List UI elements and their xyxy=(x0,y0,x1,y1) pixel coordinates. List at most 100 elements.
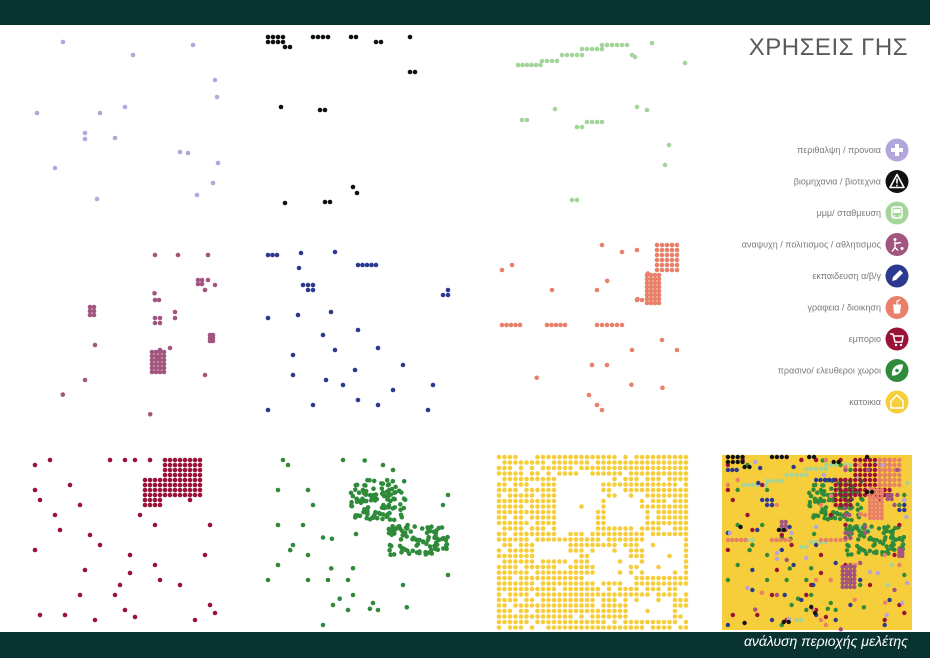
composite-dot-health xyxy=(804,555,809,561)
map-dot-commerce xyxy=(157,482,163,488)
composite-dot-leisure xyxy=(892,587,897,593)
map-dot-housing xyxy=(634,537,639,542)
map-dot-commerce xyxy=(162,477,168,483)
leaf-icon xyxy=(885,359,909,382)
map-dot-education xyxy=(369,262,374,268)
map-dot-commerce xyxy=(87,532,93,538)
map-dot-offices xyxy=(652,288,658,294)
composite-dot-education xyxy=(831,477,836,483)
composite-dot-housing xyxy=(906,570,911,575)
map-dot-commerce xyxy=(177,487,183,493)
map-dot-offices xyxy=(648,300,654,306)
map-dot-offices xyxy=(553,322,559,328)
composite-dot-transport xyxy=(794,617,799,623)
composite-dot-housing xyxy=(814,592,819,597)
map-dot-green xyxy=(305,552,311,558)
map-dot-green xyxy=(402,497,408,503)
bottom-bar xyxy=(0,632,930,658)
map-dot-housing xyxy=(601,625,606,630)
composite-dot-commerce xyxy=(853,467,858,473)
map-dot-housing xyxy=(502,619,507,625)
composite-dot-industry xyxy=(784,454,789,460)
composite-dot-housing xyxy=(744,526,749,531)
map-dot-leisure xyxy=(195,281,201,287)
composite-dot-housing xyxy=(728,504,733,509)
map-dot-commerce xyxy=(177,482,183,488)
composite-dot-housing xyxy=(906,553,911,559)
map-dot-housing xyxy=(518,531,524,537)
map-dot-transport xyxy=(574,124,580,130)
map-dot-housing xyxy=(507,498,513,504)
map-dot-housing xyxy=(612,460,617,465)
composite-dot-industry xyxy=(781,527,786,533)
map-dot-housing xyxy=(529,548,535,553)
map-dot-commerce xyxy=(127,570,133,576)
map-dot-housing xyxy=(579,460,584,465)
composite-dot-housing xyxy=(749,520,755,526)
composite-dot-housing xyxy=(787,586,792,592)
composite-dot-commerce xyxy=(853,457,858,463)
composite-dot-housing xyxy=(760,504,765,509)
map-dot-commerce xyxy=(192,472,198,478)
map-dot-education xyxy=(310,282,316,288)
map-dot-housing xyxy=(562,614,568,619)
map-dot-offices xyxy=(504,322,509,328)
map-dot-green xyxy=(356,490,362,496)
composite-dot-offices xyxy=(877,472,882,478)
composite-dot-housing xyxy=(755,542,760,548)
map-dot-housing xyxy=(661,581,667,586)
map-dot-housing xyxy=(540,465,546,471)
composite-dot-housing xyxy=(846,592,852,597)
composite-dot-housing xyxy=(814,625,819,630)
map-dot-housing xyxy=(628,493,634,498)
map-dot-housing xyxy=(518,592,524,597)
composite-dot-green xyxy=(890,528,895,533)
composite-dot-housing xyxy=(744,476,749,482)
map-dot-housing xyxy=(568,603,573,608)
composite-dot-housing xyxy=(765,509,771,515)
map-dot-housing xyxy=(507,619,513,625)
composite-dot-housing xyxy=(776,465,782,471)
composite-dot-housing xyxy=(879,625,884,630)
composite-dot-leisure xyxy=(840,572,845,578)
map-dot-green xyxy=(290,542,296,548)
map-dot-housing xyxy=(507,575,513,581)
composite-dot-housing xyxy=(787,608,792,614)
composite-dot-housing xyxy=(857,619,862,625)
map-dot-green xyxy=(364,498,369,504)
composite-dot-green xyxy=(825,606,830,611)
map-dot-commerce xyxy=(162,487,168,493)
map-dot-housing xyxy=(634,581,639,586)
map-dot-green xyxy=(330,602,336,608)
composite-dot-leisure xyxy=(843,512,848,518)
map-dot-housing xyxy=(661,504,667,509)
map-dot-housing xyxy=(513,531,518,537)
map-dot-green xyxy=(349,503,355,509)
composite-dot-housing xyxy=(895,575,900,581)
map-dot-housing xyxy=(540,575,546,581)
legend-item-green: πρασινο/ ελευθεροι χωροι xyxy=(778,359,909,382)
map-dot-green xyxy=(390,506,396,511)
map-dot-housing xyxy=(579,465,584,471)
map-dot-housing xyxy=(678,625,683,630)
map-dot-commerce xyxy=(167,457,173,463)
map-dot-housing xyxy=(513,570,518,575)
map-dot-offices xyxy=(652,284,658,290)
composite-dot-housing xyxy=(792,614,798,619)
map-dot-green xyxy=(391,496,396,502)
composite-dot-green xyxy=(855,507,860,512)
map-dot-housing xyxy=(551,476,557,482)
map-dot-leisure xyxy=(153,349,159,355)
composite-dot-housing xyxy=(776,482,782,487)
map-dot-housing xyxy=(524,542,529,548)
map-panel-education xyxy=(265,249,451,413)
map-dot-commerce xyxy=(167,472,173,478)
map-dot-commerce xyxy=(52,512,58,518)
map-dot-housing xyxy=(661,520,667,526)
composite-dot-commerce xyxy=(897,522,902,528)
map-dot-leisure xyxy=(152,252,158,258)
map-dot-commerce xyxy=(157,577,163,583)
composite-dot-housing xyxy=(852,537,857,542)
map-dot-housing xyxy=(507,465,513,471)
map-dot-commerce xyxy=(197,462,203,468)
